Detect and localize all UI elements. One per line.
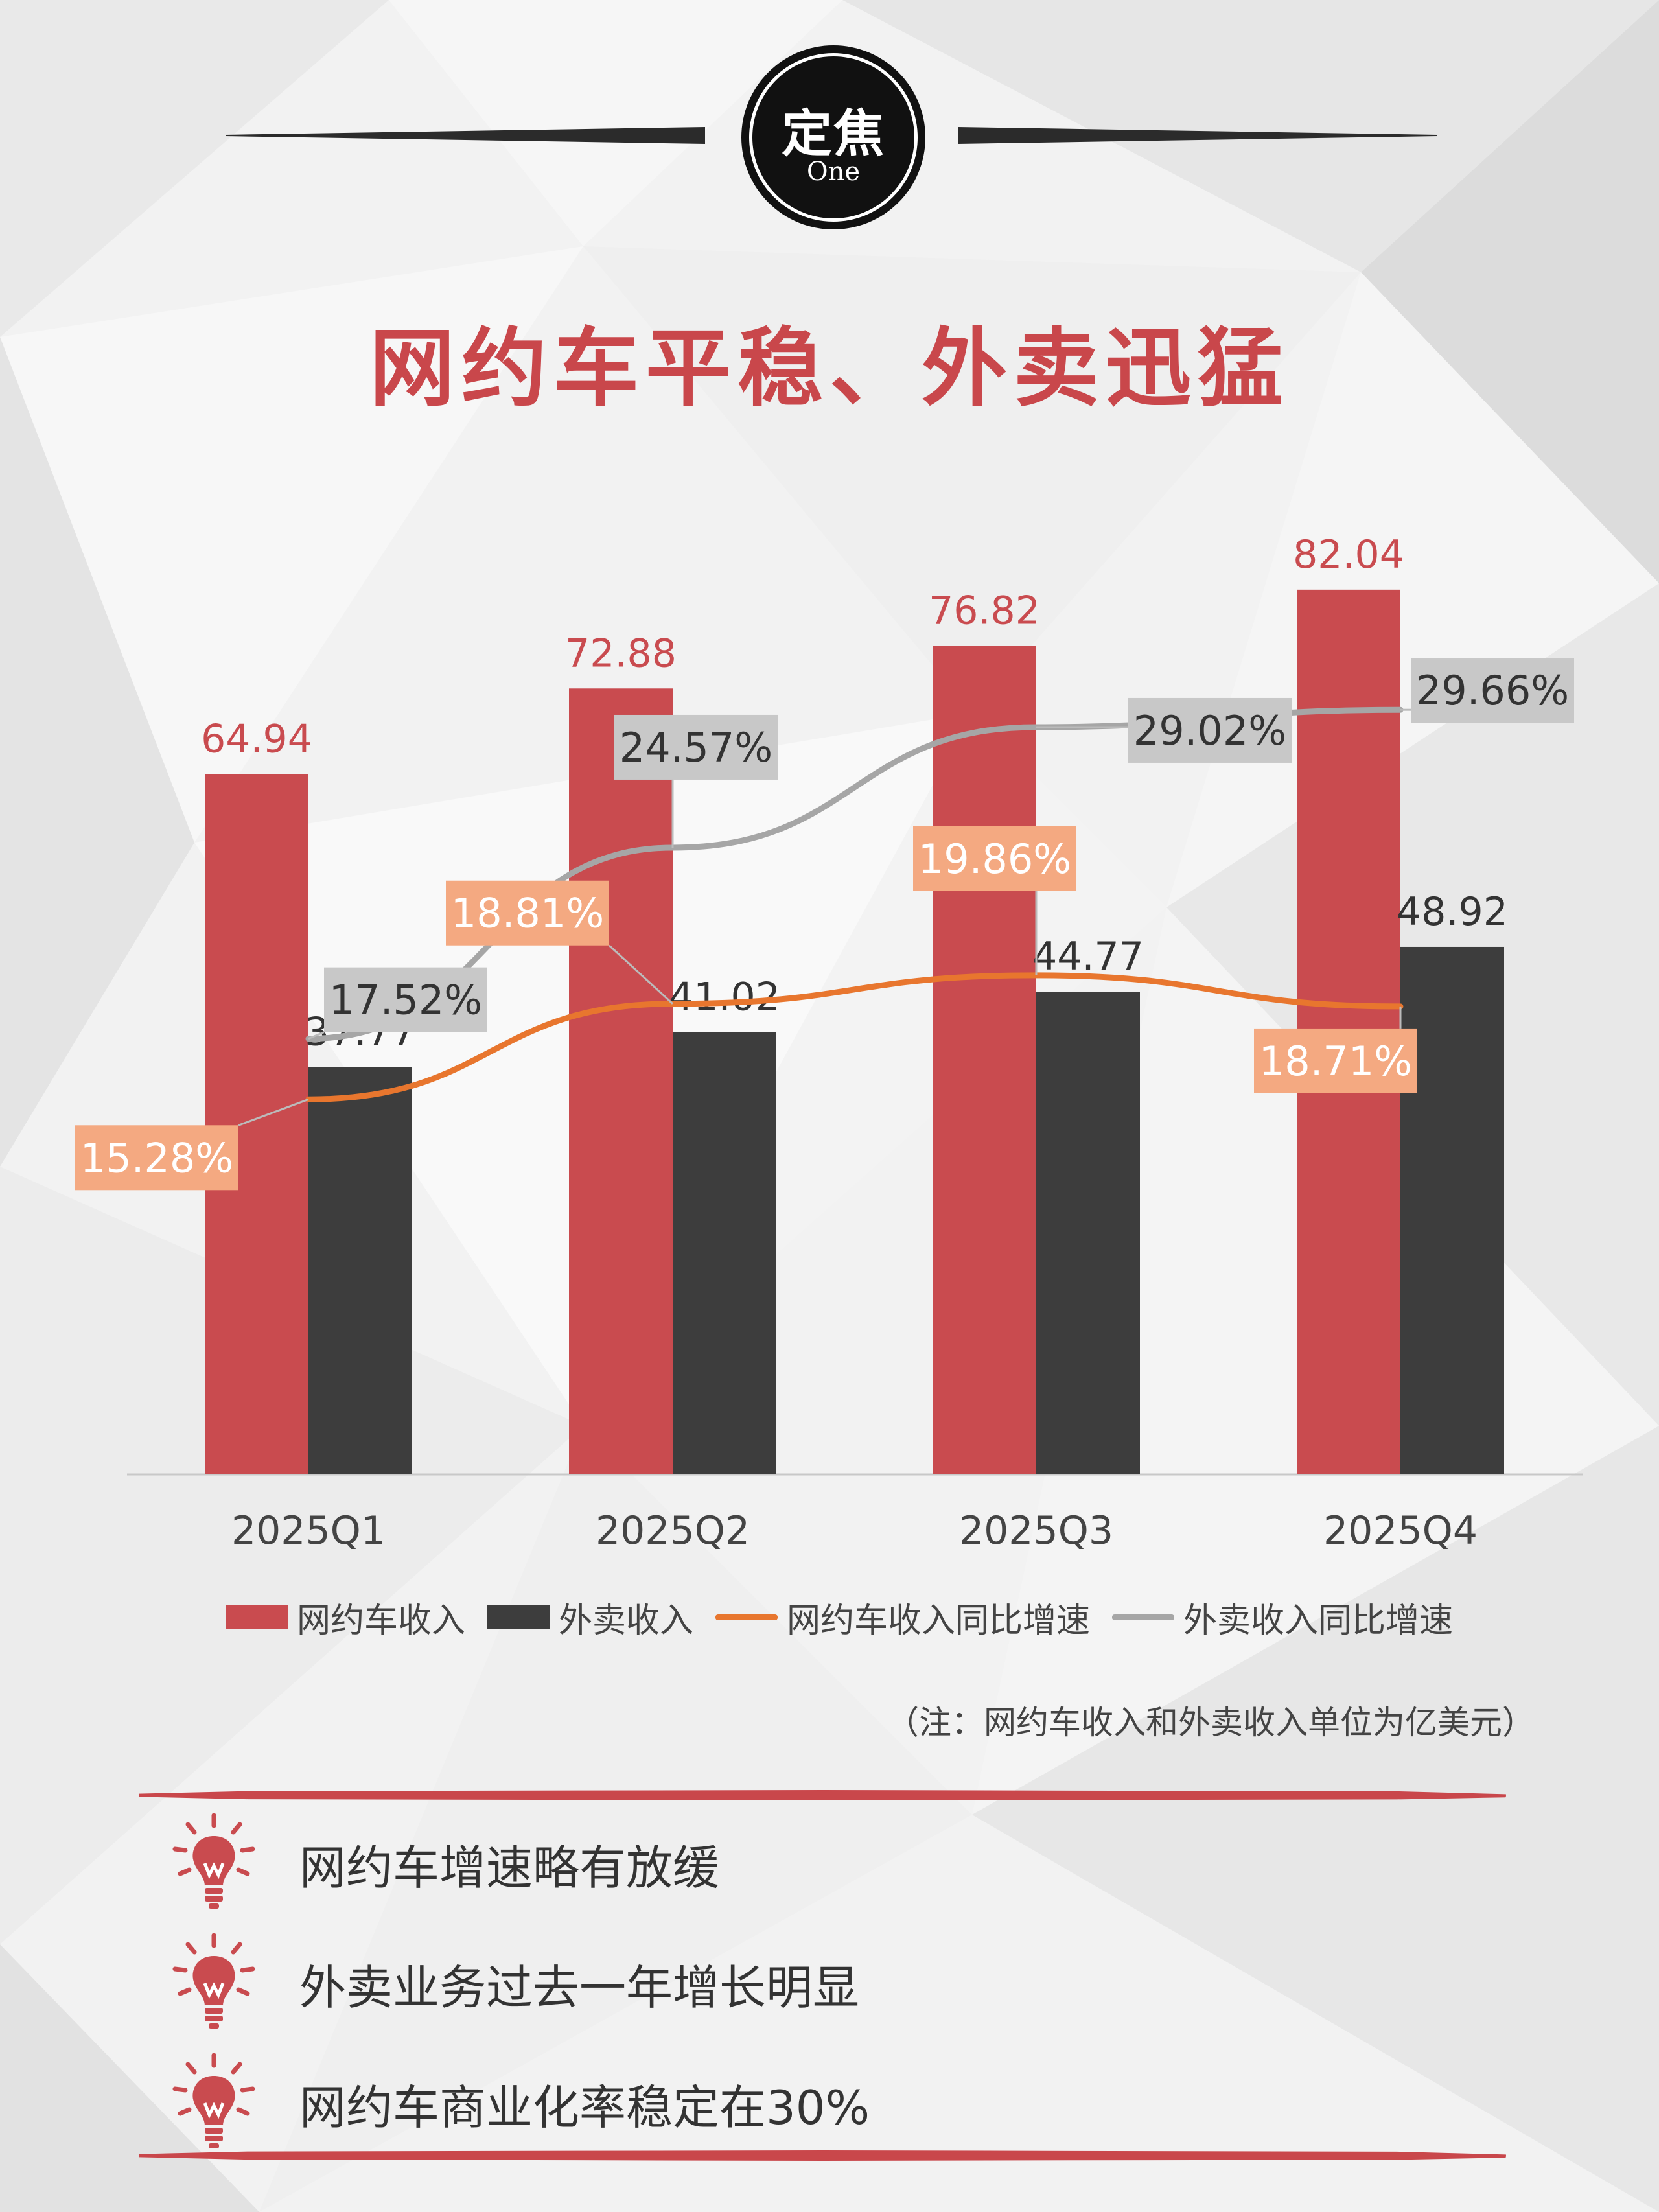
legend-item-ride-growth: 网约车收入同比增速 (715, 1593, 1090, 1642)
legend-swatch-delivery-growth (1112, 1614, 1175, 1620)
badge-sub-text: One (806, 157, 861, 187)
data-label-delivery-revenue: 44.77 (1032, 934, 1144, 979)
data-label-delivery-growth: 17.52% (329, 977, 482, 1024)
lightbulb-icon (172, 1813, 255, 1909)
key-point-text: 网约车商业化率稳定在30% (299, 2080, 870, 2135)
legend-label: 外卖收入 (559, 1601, 694, 1640)
legend-item-delivery-revenue: 外卖收入 (487, 1593, 693, 1642)
x-tick-label: 2025Q3 (959, 1508, 1113, 1554)
key-point-text: 网约车增速略有放缓 (299, 1840, 720, 1895)
divider-top (139, 1790, 1506, 1800)
unit-note: （注：网约车收入和外卖收入单位为亿美元） (887, 1704, 1535, 1741)
key-point-2: 外卖业务过去一年增长明显 (168, 1931, 859, 2035)
badge-ring (749, 53, 918, 222)
legend-item-delivery-growth: 外卖收入同比增速 (1112, 1593, 1453, 1642)
x-tick-label: 2025Q2 (596, 1508, 750, 1554)
bar-delivery-revenue (1400, 946, 1504, 1474)
data-label-ride-growth: 18.71% (1259, 1038, 1412, 1085)
line-ride-growth (305, 972, 1404, 1102)
label-box-delivery-growth (324, 967, 487, 1032)
data-label-delivery-growth: 29.66% (1416, 667, 1569, 714)
x-tick-label: 2025Q4 (1323, 1508, 1478, 1554)
key-point-3: 网约车商业化率稳定在30% (168, 2051, 870, 2155)
badge-main-text: 定焦 (781, 105, 885, 163)
data-label-ride-growth: 18.81% (451, 890, 604, 937)
legend-label: 外卖收入同比增速 (1183, 1601, 1454, 1640)
label-box-delivery-growth (1411, 658, 1574, 723)
label-box-ride-growth (75, 1125, 238, 1191)
bar-ride-revenue (569, 688, 673, 1474)
label-box-ride-growth (913, 826, 1076, 891)
key-point-1: 网约车增速略有放缓 (168, 1811, 719, 1915)
label-box-delivery-growth (1128, 697, 1292, 763)
revenue-chart: 64.9437.772025Q172.8841.022025Q276.8244.… (75, 532, 1583, 1554)
legend-swatch-ride-growth (715, 1614, 778, 1620)
bar-delivery-revenue (673, 1032, 776, 1474)
bar-delivery-revenue (1036, 992, 1140, 1474)
leader-line (238, 1098, 309, 1126)
data-label-ride-revenue: 64.94 (201, 716, 312, 762)
label-box-ride-growth (1254, 1028, 1417, 1093)
data-label-ride-growth: 15.28% (80, 1134, 233, 1182)
data-label-ride-revenue: 76.82 (929, 588, 1040, 634)
x-tick-label: 2025Q1 (231, 1508, 386, 1554)
lightbulb-icon (172, 1933, 255, 2029)
label-box-delivery-growth (614, 714, 778, 780)
key-point-text: 外卖业务过去一年增长明显 (299, 1960, 860, 2015)
data-label-delivery-growth: 29.02% (1133, 707, 1286, 754)
leader-line (308, 1031, 325, 1040)
divider-bottom (139, 2150, 1506, 2161)
data-label-delivery-revenue: 41.02 (669, 974, 780, 1019)
lightbulb-icon (172, 2053, 255, 2148)
page-title: 网约车平稳、外卖迅猛 (369, 319, 1290, 419)
data-label-delivery-revenue: 48.92 (1397, 889, 1508, 935)
bar-ride-revenue (205, 774, 308, 1474)
section-badge: 定焦 One (741, 45, 925, 229)
legend-label: 网约车收入 (297, 1601, 466, 1640)
leader-line (608, 944, 674, 1005)
chart-legend: 网约车收入 外卖收入 网约车收入同比增速 外卖收入同比增速 (226, 1594, 1475, 1640)
legend-swatch-delivery-revenue (487, 1605, 550, 1629)
data-label-ride-growth: 19.86% (918, 835, 1071, 883)
legend-item-ride-revenue: 网约车收入 (226, 1593, 465, 1642)
legend-label: 网约车收入同比增速 (787, 1601, 1091, 1640)
data-label-delivery-growth: 24.57% (620, 724, 772, 771)
legend-swatch-ride-revenue (226, 1605, 288, 1629)
label-box-ride-growth (446, 880, 609, 946)
data-label-ride-revenue: 72.88 (565, 631, 677, 676)
bar-ride-revenue (933, 646, 1036, 1474)
bar-delivery-revenue (308, 1067, 412, 1474)
data-label-ride-revenue: 82.04 (1293, 532, 1404, 577)
